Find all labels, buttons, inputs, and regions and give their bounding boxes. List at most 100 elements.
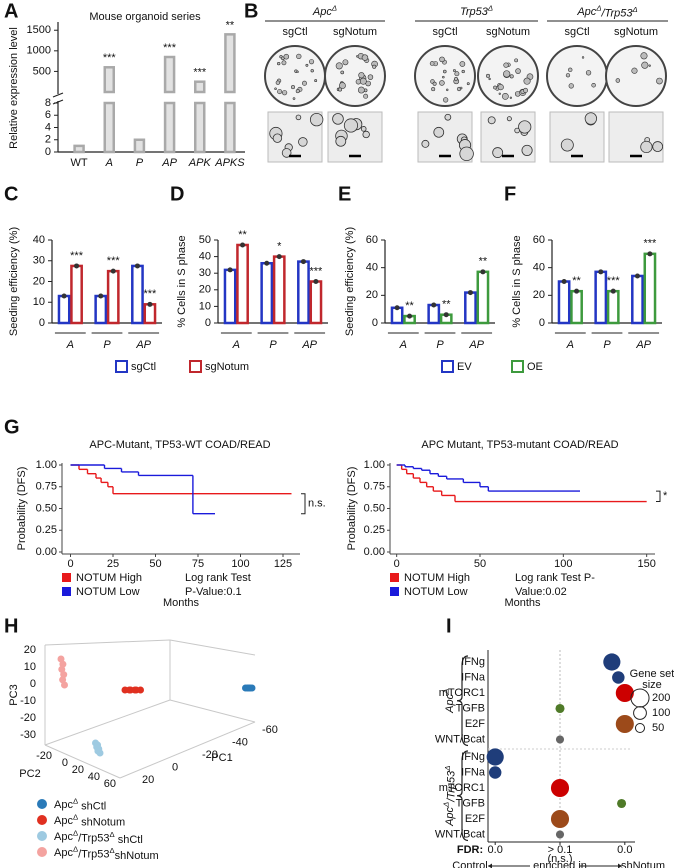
condition-label: sgCtl (282, 26, 307, 38)
organoid (497, 84, 504, 91)
bar-point (227, 267, 233, 273)
pc1-tick-label: -40 (232, 736, 248, 748)
organoid (498, 92, 501, 95)
size-legend-marker (634, 722, 646, 734)
bar (464, 291, 477, 325)
organoid (486, 73, 491, 78)
bar-point (300, 259, 306, 265)
size-legend-marker (633, 706, 647, 720)
y-tick-label: 10 (199, 300, 211, 312)
significance: n.s. (308, 498, 326, 510)
significance: * (277, 241, 282, 253)
organoid (442, 75, 445, 79)
panel-label: F (504, 183, 516, 205)
bar-point (647, 251, 653, 257)
group-label: ApcΔ/Trp53Δ (576, 4, 637, 20)
organoid (568, 67, 573, 73)
legend-marker (37, 847, 47, 857)
y-tick-label: 0 (372, 317, 378, 329)
chart-title: APC Mutant, TP53-mutant COAD/READ (421, 439, 618, 451)
dot (555, 830, 565, 839)
organoid (283, 53, 290, 60)
organoid (362, 130, 370, 139)
row-label: mTORC1 (439, 782, 485, 794)
organoid (509, 96, 512, 99)
label-part: Apc (54, 831, 73, 843)
y-tick-label: 40 (199, 251, 211, 263)
y-tick-label: 30 (33, 255, 45, 267)
dot (555, 735, 565, 744)
x-tick-label: 0.0 (488, 844, 503, 856)
x-tick-label: 0 (394, 558, 400, 570)
superscript: Δ (110, 830, 115, 839)
x-tick-label: P (269, 339, 277, 351)
size-legend-label: 50 (652, 722, 664, 734)
x-tick-label: AP (161, 157, 177, 169)
pca-point (248, 684, 256, 692)
significance: ** (442, 299, 451, 311)
label-part: /Trp53 (78, 848, 109, 860)
superscript: Δ (110, 846, 115, 855)
x-tick-label: 0 (67, 558, 73, 570)
panel-label: I (446, 615, 452, 637)
organoid (640, 52, 648, 60)
organoid (314, 79, 318, 83)
bar-point (431, 302, 437, 308)
row-label: IFNg (461, 751, 485, 763)
x-tick-label: 125 (274, 558, 292, 570)
significance: ** (238, 229, 247, 241)
pc2-tick-label: 0 (62, 757, 68, 769)
bar (570, 289, 583, 325)
legend-swatch (390, 573, 399, 582)
label-part: /Trp53 (445, 770, 457, 803)
organoid (459, 61, 466, 67)
pc1-tick-label: 0 (172, 761, 178, 773)
label-part: Apc (312, 6, 332, 18)
bar-point (467, 290, 473, 296)
significance: ** (479, 256, 488, 268)
legend-marker (37, 799, 47, 809)
superscript: Δ (73, 845, 78, 854)
x-axis-label: Months (504, 597, 541, 609)
bar (272, 255, 286, 325)
well-image (546, 45, 608, 107)
organoid (439, 56, 445, 63)
zoom-image (608, 111, 664, 163)
row-label: IFNg (461, 656, 485, 668)
superscript: Δ (73, 829, 78, 838)
legend-label: sgCtl (131, 361, 156, 373)
group-label: ApcΔ (312, 4, 337, 18)
y-tick-label: 60 (366, 234, 378, 246)
bar (194, 101, 206, 154)
organoid (585, 70, 592, 76)
dot (488, 766, 502, 779)
significance: ** (226, 19, 235, 31)
bar (236, 243, 249, 325)
label-part: Apc (54, 815, 73, 827)
organoid (305, 63, 309, 67)
organoid (343, 118, 359, 133)
panel-label: G (4, 416, 20, 438)
significance: *** (193, 67, 207, 79)
bar (427, 303, 441, 325)
bar-point (61, 293, 67, 299)
axis-break (52, 92, 64, 98)
label-part: Apc (54, 799, 73, 811)
legend-label: ApcΔ shNotum (54, 813, 125, 829)
y-tick-label: 0 (205, 317, 211, 329)
direction-label: shNotum (621, 860, 665, 868)
panel-label: B (244, 0, 258, 22)
organoid (292, 97, 296, 100)
y-tick-label: 30 (199, 267, 211, 279)
organoid (648, 64, 651, 67)
y-tick-label: 20 (366, 289, 378, 301)
organoid (338, 87, 343, 92)
y-tick-label: 0.25 (364, 524, 385, 536)
x-tick-label: APKS (214, 157, 245, 169)
organoid (568, 83, 574, 89)
organoid (581, 56, 585, 59)
dot (550, 778, 570, 798)
organoid (514, 127, 520, 134)
organoid (591, 82, 596, 88)
bar (94, 294, 108, 325)
